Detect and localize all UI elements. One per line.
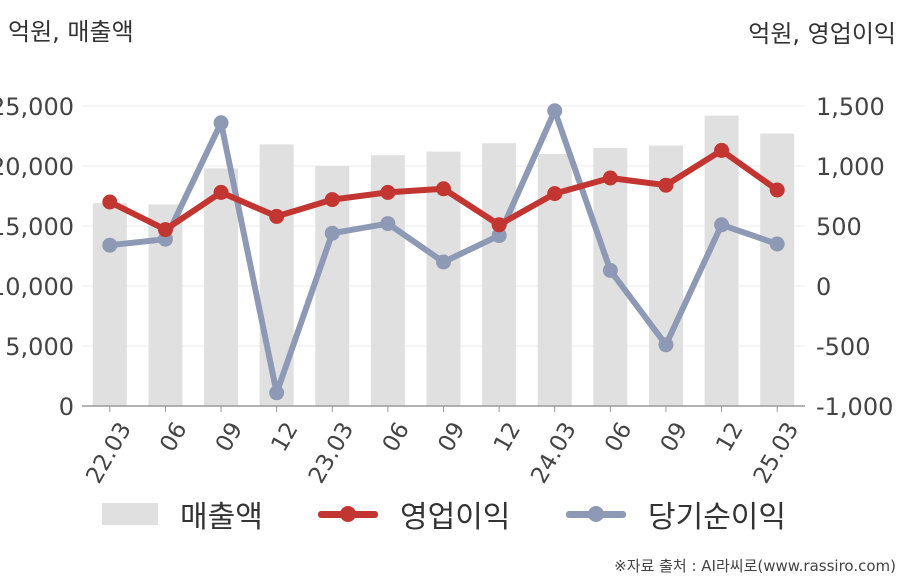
operating-profit-point [102,194,118,210]
x-tick-label: 24.03 [526,418,581,488]
right-tick-label: -1,000 [816,393,893,421]
legend-item-revenue: 매출액 [102,492,263,536]
x-tick-label: 12 [267,418,304,456]
legend-label-revenue: 매출액 [180,500,263,535]
left-tick-label: 10,000 [0,273,74,301]
right-tick-label: 1,500 [816,93,885,121]
x-tick-label: 12 [489,418,526,456]
net-income-point [547,103,563,119]
left-tick-label: 5,000 [5,333,74,361]
combo-chart: 0 5,000 10,000 15,000 20,000 25,000 -1,000 -500… [0,93,893,488]
profit-lines [102,103,785,401]
right-tick-label: 1,000 [816,153,885,181]
right-tick-label: -500 [816,333,870,361]
x-tick-label: 22.03 [81,418,136,488]
operating-profit-point [602,170,618,186]
x-tick-label: 12 [711,418,748,456]
operating-profit-point [436,181,451,197]
net-income-point [269,385,285,401]
right-tick-label: 500 [816,213,862,241]
x-tick-label: 06 [600,418,637,456]
axes [82,405,805,412]
net-income-point [769,236,785,252]
net-income-point [102,237,118,253]
net-income-point [324,225,340,241]
x-tick-label: 23.03 [304,418,359,488]
operating-profit-point [324,192,340,208]
operating-profit-point [714,142,730,158]
net-income-point [658,337,674,353]
legend-label-net-income: 당기순이익 [648,500,786,535]
x-tick-label: 09 [211,418,248,456]
revenue-bar [704,115,739,406]
x-tick-label: 09 [433,418,470,456]
x-tick-label: 06 [155,418,192,456]
left-tick-label: 20,000 [0,153,74,181]
source-credit: ※자료 출처 : AI라씨로(www.rassiro.com) [614,557,896,575]
left-axis-unit-label: 억원, 매출액 [8,18,134,46]
legend-swatch-revenue [102,503,158,525]
left-tick-label: 15,000 [0,213,74,241]
revenue-bar [92,203,127,406]
legend-item-net-income: 당기순이익 [566,492,786,536]
net-income-point [714,217,730,233]
revenue-bar [482,143,517,406]
operating-profit-point [213,184,229,200]
net-income-point [213,115,229,131]
legend: 매출액 영업이익 당기순이익 [0,492,908,536]
operating-profit-point [157,222,173,238]
right-axis-unit-label: 억원, 영업이익 [748,20,896,48]
operating-profit-point [269,208,285,224]
operating-profit-point [769,182,785,198]
operating-profit-point [547,186,563,202]
left-tick-label: 0 [59,393,74,421]
net-income-point [436,254,451,270]
revenue-bars [92,115,795,406]
revenue-bar [760,133,795,406]
x-tick-label: 25.03 [749,418,804,488]
revenue-bar [204,168,239,406]
operating-profit-point [658,177,674,193]
operating-profit-point [491,217,507,233]
legend-item-operating-profit: 영업이익 [318,492,510,536]
operating-profit-point [380,184,396,200]
legend-swatch-operating-profit [318,503,378,525]
left-tick-label: 25,000 [0,93,74,121]
legend-swatch-net-income [566,503,626,525]
net-income-point [491,228,507,244]
x-tick-label: 09 [656,418,693,456]
right-tick-label: 0 [816,273,831,301]
net-income-point [380,216,396,232]
legend-label-operating-profit: 영업이익 [400,500,511,535]
x-tick-label: 06 [378,418,415,456]
net-income-point [602,262,618,278]
